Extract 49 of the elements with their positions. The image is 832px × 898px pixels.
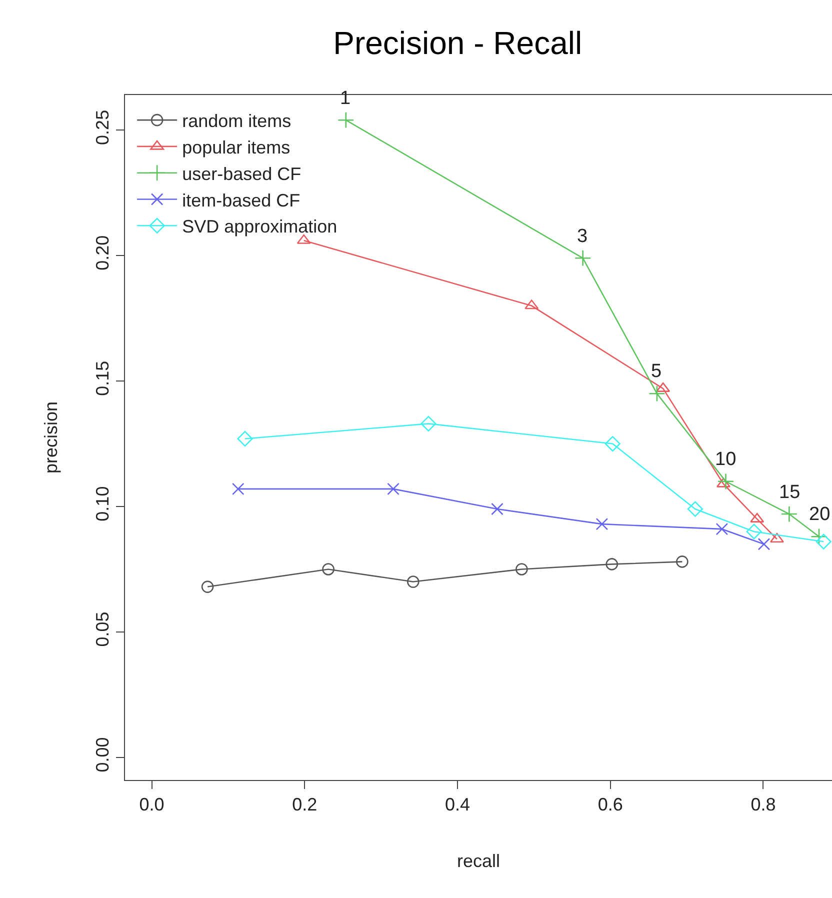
legend-label: user-based CF [182, 164, 302, 184]
y-tick-label: 0.10 [92, 486, 113, 522]
point [516, 563, 528, 576]
annotation: 15 [779, 482, 800, 503]
y-tick-label: 0.20 [92, 235, 113, 270]
point [687, 501, 703, 517]
point [201, 580, 214, 593]
point [810, 528, 828, 545]
y-tick-label: 0.15 [92, 360, 113, 396]
point [648, 385, 666, 402]
point [232, 482, 244, 496]
x-tick-label: 0.0 [139, 794, 164, 815]
point [491, 502, 504, 516]
point [420, 416, 436, 432]
y-tick-label: 0.00 [92, 737, 113, 772]
annotation: 20 [809, 504, 830, 525]
x-tick-label: 0.4 [444, 794, 470, 815]
point [387, 482, 400, 496]
point [716, 522, 728, 536]
point [606, 558, 618, 570]
annotation: 5 [651, 361, 662, 382]
y-tick-label: 0.05 [92, 612, 113, 647]
point [322, 563, 334, 576]
point [338, 112, 354, 128]
x-tick-label: 0.6 [598, 794, 623, 815]
x-tick-label: 0.8 [750, 794, 776, 815]
point [746, 524, 762, 540]
point [717, 473, 734, 490]
point [780, 506, 798, 522]
legend-label: random items [182, 111, 292, 132]
y-tick-label: 0.25 [92, 110, 113, 145]
legend-label: item-based CF [182, 190, 300, 210]
legend-label: popular items [182, 137, 290, 158]
point [237, 430, 253, 447]
x-axis-title: recall [456, 850, 500, 871]
point [770, 532, 784, 543]
point [676, 556, 688, 568]
annotation: 3 [577, 226, 588, 247]
annotation: 10 [715, 449, 736, 470]
point [407, 576, 420, 588]
y-axis-title: precision [40, 401, 61, 474]
point [574, 250, 592, 266]
point [604, 436, 620, 452]
legend-label: SVD approximation [182, 216, 338, 237]
point [596, 518, 608, 530]
point [758, 538, 770, 550]
chart-title: Precision - Recall [333, 24, 582, 61]
point [816, 534, 832, 550]
x-tick-label: 0.2 [292, 794, 318, 815]
